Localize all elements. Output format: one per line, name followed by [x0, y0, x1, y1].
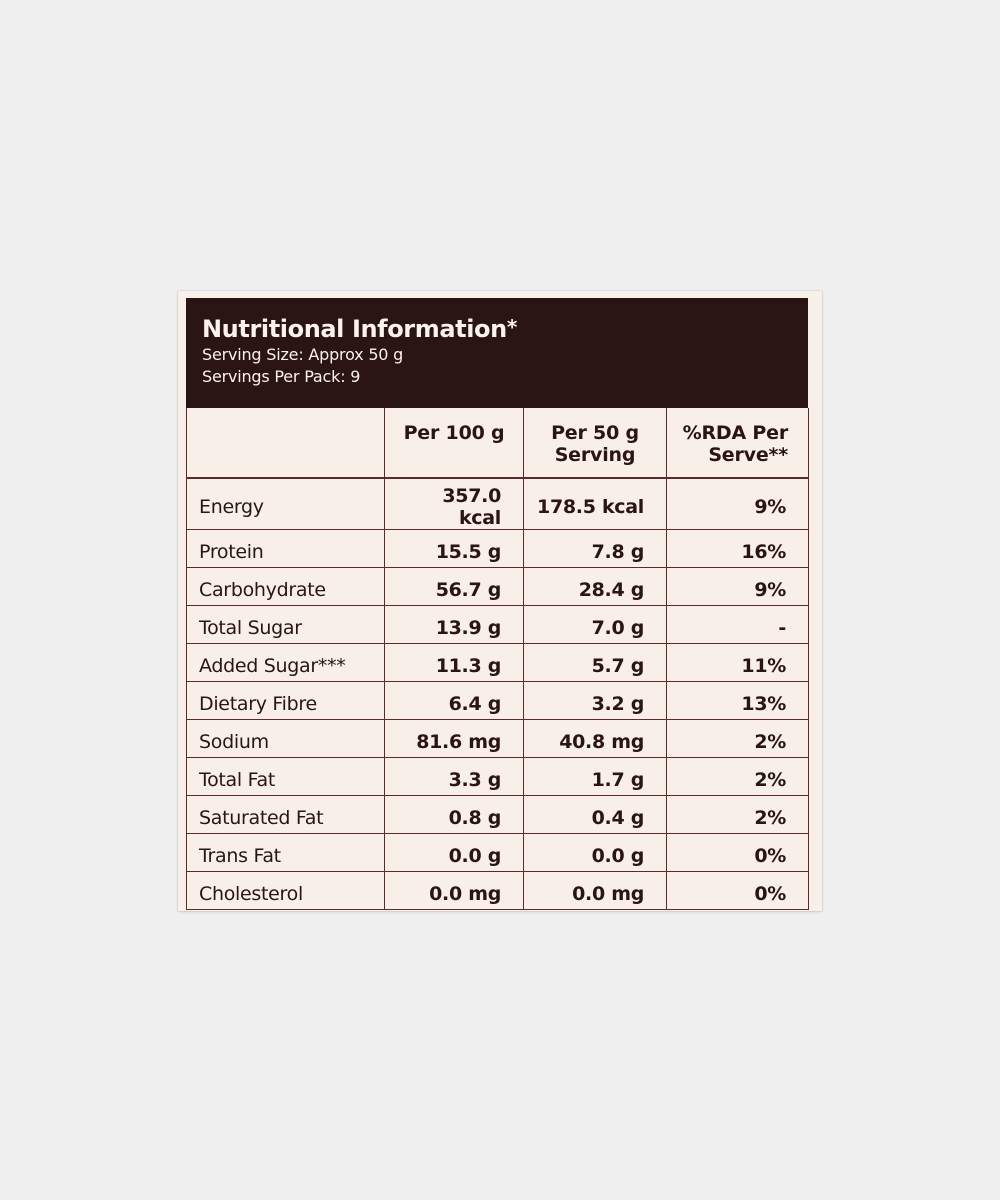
- header-per-50g: Per 50 g Serving: [523, 408, 667, 479]
- per-100g-value: 81.6 mg: [384, 719, 524, 758]
- header-nutrient: [186, 408, 385, 479]
- header-per-100g: Per 100 g: [384, 408, 524, 479]
- table-row: Saturated Fat 0.8 g 0.4 g 2%: [186, 795, 809, 834]
- rda-value: 0%: [666, 871, 809, 910]
- nutrient-name: Added Sugar***: [186, 643, 385, 682]
- rda-value: 0%: [666, 833, 809, 872]
- table-row: Dietary Fibre 6.4 g 3.2 g 13%: [186, 681, 809, 720]
- per-100g-value: 3.3 g: [384, 757, 524, 796]
- table-header-row: Per 100 g Per 50 g Serving %RDA Per Serve*…: [186, 408, 809, 479]
- per-100g-value: 11.3 g: [384, 643, 524, 682]
- rda-value: 2%: [666, 719, 809, 758]
- header-rda: %RDA Per Serve**: [666, 408, 809, 479]
- per-50g-value: 0.4 g: [523, 795, 667, 834]
- rda-value: 2%: [666, 757, 809, 796]
- table-row: Sodium 81.6 mg 40.8 mg 2%: [186, 719, 809, 758]
- per-100g-value: 13.9 g: [384, 605, 524, 644]
- nutrition-title: Nutritional Information*: [202, 314, 808, 344]
- serving-size: Serving Size: Approx 50 g: [202, 345, 404, 364]
- nutrient-name: Protein: [186, 529, 385, 568]
- header-rda-line1: %RDA Per: [682, 422, 789, 444]
- per-100g-value: 56.7 g: [384, 567, 524, 606]
- table-row: Carbohydrate 56.7 g 28.4 g 9%: [186, 567, 809, 606]
- rda-value: 13%: [666, 681, 809, 720]
- table-row: Trans Fat 0.0 g 0.0 g 0%: [186, 833, 809, 872]
- per-50g-value: 1.7 g: [523, 757, 667, 796]
- table-row: Total Sugar 13.9 g 7.0 g-: [186, 605, 809, 644]
- servings-per-pack: Servings Per Pack: 9: [202, 367, 361, 386]
- nutrient-name: Sodium: [186, 719, 385, 758]
- table-row: Added Sugar*** 11.3 g 5.7 g 11%: [186, 643, 809, 682]
- rda-value: 9%: [666, 477, 809, 530]
- per-50g-value: 0.0 mg: [523, 871, 667, 910]
- rda-value: 16%: [666, 529, 809, 568]
- nutrition-table: Per 100 g Per 50 g Serving %RDA Per Serve*…: [186, 408, 809, 910]
- per-50g-value: 7.8 g: [523, 529, 667, 568]
- header-per-50g-line2: Serving: [554, 444, 636, 466]
- table-row: Protein 15.5 g 7.8 g 16%: [186, 529, 809, 568]
- rda-value: 2%: [666, 795, 809, 834]
- nutrition-panel: Nutritional Information* Serving Size: A…: [186, 298, 809, 910]
- title-asterisk: *: [506, 315, 517, 339]
- per-100g-value: 0.8 g: [384, 795, 524, 834]
- per-50g-value: 7.0 g: [523, 605, 667, 644]
- per-50g-value: 0.0 g: [523, 833, 667, 872]
- per-50g-value: 178.5 kcal: [523, 477, 667, 530]
- header-per-50g-line1: Per 50 g: [551, 422, 639, 444]
- rda-value: -: [666, 605, 809, 644]
- per-100g-value: 0.0 mg: [384, 871, 524, 910]
- per-100g-value: 6.4 g: [384, 681, 524, 720]
- per-50g-value: 5.7 g: [523, 643, 667, 682]
- per-100g-value: 0.0 g: [384, 833, 524, 872]
- header-rda-line2: Serve**: [708, 444, 788, 466]
- nutrient-name: Trans Fat: [186, 833, 385, 872]
- nutrient-name: Energy: [186, 477, 385, 530]
- table-row: Cholesterol 0.0 mg 0.0 mg 0%: [186, 871, 809, 910]
- nutrient-name: Carbohydrate: [186, 567, 385, 606]
- title-text: Nutritional Information: [202, 315, 507, 343]
- rda-value: 11%: [666, 643, 809, 682]
- table-row: Total Fat 3.3 g 1.7 g 2%: [186, 757, 809, 796]
- per-100g-value: 357.0 kcal: [384, 477, 524, 530]
- nutrient-name: Total Fat: [186, 757, 385, 796]
- nutrition-rows: Energy 357.0 kcal 178.5 kcal 9% Protein 15.5 …: [186, 477, 809, 910]
- per-50g-value: 3.2 g: [523, 681, 667, 720]
- nutrition-header: Nutritional Information* Serving Size: A…: [186, 298, 808, 408]
- nutrient-name: Saturated Fat: [186, 795, 385, 834]
- table-row: Energy 357.0 kcal 178.5 kcal 9%: [186, 477, 809, 530]
- per-50g-value: 28.4 g: [523, 567, 667, 606]
- header-per-100g-label: Per 100 g: [403, 422, 505, 444]
- per-100g-value: 15.5 g: [384, 529, 524, 568]
- nutrient-name: Total Sugar: [186, 605, 385, 644]
- per-50g-value: 40.8 mg: [523, 719, 667, 758]
- nutrition-label-card: Nutritional Information* Serving Size: A…: [178, 291, 822, 911]
- rda-value: 9%: [666, 567, 809, 606]
- nutrient-name: Dietary Fibre: [186, 681, 385, 720]
- nutrient-name: Cholesterol: [186, 871, 385, 910]
